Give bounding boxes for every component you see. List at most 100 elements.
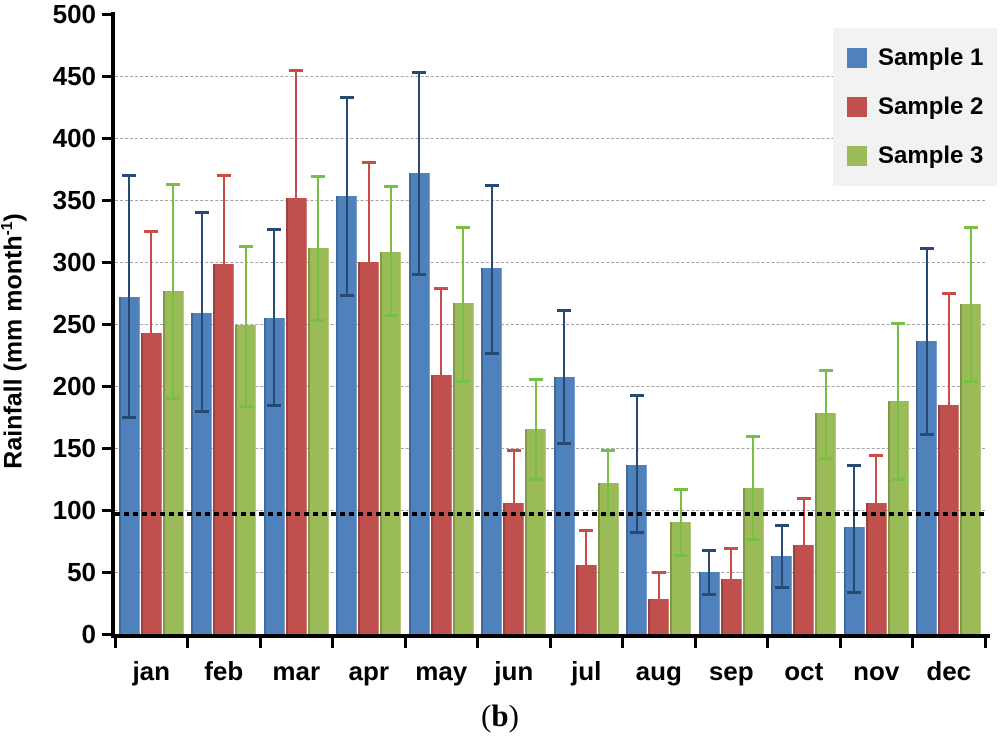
bar-sample1-oct xyxy=(771,555,793,634)
x-tick-10 xyxy=(838,638,842,648)
y-axis-title-close: ) xyxy=(0,213,28,222)
legend-item-3: Sample 3 xyxy=(847,142,997,170)
x-tick-5 xyxy=(476,638,479,648)
x-label-may: may xyxy=(415,656,468,686)
figure-caption: (b) xyxy=(0,698,1000,734)
error-cap-top xyxy=(702,548,717,552)
caption-open-paren: ( xyxy=(481,698,492,733)
error-bar-feb xyxy=(200,212,203,411)
bar-sample3-feb xyxy=(235,325,257,634)
y-tick-label-150: 150 xyxy=(52,433,96,463)
error-bar-sep xyxy=(730,548,733,580)
bar-sample2-nov xyxy=(865,502,887,634)
y-tick-label-350: 350 xyxy=(52,185,96,215)
error-bar-jul xyxy=(563,310,566,444)
error-cap-bottom xyxy=(891,478,906,481)
bar-sample2-sep xyxy=(720,579,742,634)
error-bar-apr xyxy=(345,97,348,296)
x-label-mar: mar xyxy=(272,656,321,686)
error-cap-top xyxy=(919,247,934,251)
x-tick-3 xyxy=(331,638,334,648)
x-tick-8 xyxy=(693,638,697,648)
legend: Sample 1 Sample 2 Sample 3 xyxy=(833,28,997,186)
bar-sample3-apr xyxy=(380,252,402,634)
error-bar-sep xyxy=(752,435,755,539)
y-tick-450 xyxy=(102,75,111,78)
bar-sample2-mar xyxy=(285,197,307,634)
bar-sample3-nov xyxy=(887,400,909,634)
bar-sample1-apr xyxy=(336,196,358,634)
error-bar-may xyxy=(462,227,465,382)
error-bar-nov xyxy=(897,322,900,479)
error-cap-bottom xyxy=(484,351,499,355)
bar-sample2-feb xyxy=(213,264,235,634)
legend-label-1: Sample 1 xyxy=(878,44,984,72)
bar-sample3-oct xyxy=(815,413,837,634)
error-bar-may xyxy=(418,72,421,275)
error-bar-oct xyxy=(780,524,783,587)
x-label-aug: aug xyxy=(635,656,682,686)
error-bar-jul xyxy=(607,450,610,515)
error-cap-top xyxy=(484,184,499,188)
gridline-50 xyxy=(115,572,985,573)
y-tick-250 xyxy=(102,323,111,326)
x-tick-9 xyxy=(766,638,769,648)
bar-sample2-jan xyxy=(140,332,162,634)
x-label-sep: sep xyxy=(708,656,754,686)
error-cap-bottom xyxy=(166,397,181,401)
x-tick-2 xyxy=(258,638,262,648)
x-label-feb: feb xyxy=(204,656,244,686)
bar-sample1-feb xyxy=(191,312,213,634)
error-cap-top xyxy=(629,393,644,397)
error-bar-jul xyxy=(585,529,588,565)
x-axis-line xyxy=(111,634,990,638)
bar-sample2-dec xyxy=(938,404,960,634)
error-cap-bottom xyxy=(238,404,253,408)
gridline-350 xyxy=(115,200,985,201)
bar-sample3-jul xyxy=(597,482,619,634)
error-bar-dec xyxy=(947,293,950,405)
y-tick-400 xyxy=(102,137,111,140)
error-cap-bottom xyxy=(919,433,934,437)
error-cap-top xyxy=(434,287,449,291)
legend-swatch-2 xyxy=(847,96,867,117)
bar-sample2-apr xyxy=(358,262,380,634)
gridline-300 xyxy=(115,262,985,263)
error-bar-dec xyxy=(969,227,972,382)
bar-sample2-may xyxy=(430,374,452,634)
error-cap-bottom xyxy=(383,314,398,318)
bar-sample3-mar xyxy=(307,248,329,634)
x-label-dec: dec xyxy=(926,656,972,686)
error-cap-top xyxy=(528,377,543,381)
error-cap-top xyxy=(796,496,811,500)
error-bar-nov xyxy=(853,465,856,592)
error-bar-sep xyxy=(708,549,711,595)
y-tick-label-300: 300 xyxy=(52,247,96,277)
bar-sample3-sep xyxy=(742,487,764,634)
error-cap-bottom xyxy=(629,531,644,535)
x-tick-12 xyxy=(983,638,987,648)
error-bar-jun xyxy=(534,378,537,479)
error-cap-top xyxy=(216,174,231,178)
bar-sample3-aug xyxy=(670,522,692,634)
error-bar-mar xyxy=(317,176,320,321)
error-cap-top xyxy=(383,185,398,189)
x-label-nov: nov xyxy=(853,656,900,686)
error-cap-top xyxy=(194,211,209,215)
error-cap-top xyxy=(869,454,884,458)
error-cap-top xyxy=(847,464,862,468)
y-axis-title-superscript: -1 xyxy=(0,221,16,236)
y-tick-300 xyxy=(102,261,111,264)
error-bar-jun xyxy=(512,450,515,503)
error-cap-bottom xyxy=(818,456,833,460)
error-cap-bottom xyxy=(267,403,282,407)
bar-sample1-aug xyxy=(626,465,648,634)
y-tick-label-200: 200 xyxy=(52,371,96,401)
gridline-200 xyxy=(115,386,985,387)
error-bar-jan xyxy=(128,175,131,417)
error-cap-top xyxy=(412,71,427,75)
error-cap-top xyxy=(673,487,688,491)
bar-sample1-may xyxy=(408,172,430,634)
error-cap-bottom xyxy=(673,553,688,557)
error-cap-top xyxy=(166,182,181,186)
